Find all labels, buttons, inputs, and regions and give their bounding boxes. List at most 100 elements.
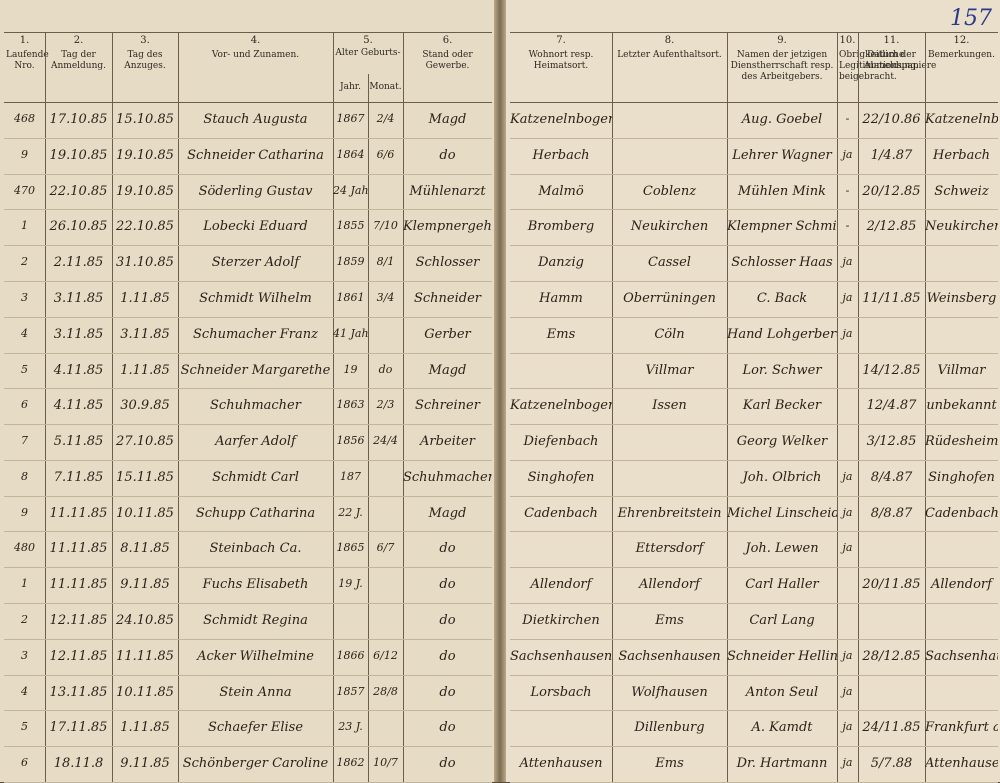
- row-rule: [4, 459, 492, 461]
- row-rule: [4, 603, 492, 605]
- row-rule: [4, 316, 492, 318]
- entry-jahr: 24 Jahre: [333, 183, 368, 197]
- row-rule: [4, 567, 492, 569]
- entry-abmeldung: 24/11.85: [862, 720, 921, 736]
- row-rule: [4, 280, 492, 282]
- entry-stand: do: [439, 648, 456, 664]
- entry-name: Schneider Margarethe: [180, 362, 331, 378]
- entry-obrig: ja: [842, 290, 853, 304]
- entry-abmeldung: 8/8.87: [870, 505, 913, 521]
- entry-wohnort: Katzenelnbogen: [510, 112, 612, 127]
- entry-name: Sterzer Adolf: [211, 255, 300, 271]
- column-label: Letzter Aufenthaltsort.: [617, 50, 722, 60]
- entry-bemerkung: Frankfurt a/M: [925, 720, 998, 736]
- entry-nr: 8: [21, 469, 28, 483]
- entry-dienst: Schneider Helling: [727, 648, 837, 664]
- entry-bemerkung: Rüdesheim: [925, 434, 998, 450]
- entry-anzug: 22.10.85: [116, 219, 174, 235]
- entry-aufenthalt: Neukirchen: [630, 219, 709, 235]
- entry-obrig: ja: [842, 541, 853, 555]
- entry-anzug: 15.11.85: [116, 469, 174, 485]
- entry-stand: Schuhmacher: [403, 469, 492, 485]
- entry-nr: 468: [14, 112, 35, 125]
- column-number: 10.: [839, 35, 856, 46]
- column-label: Laufende Nro.: [6, 50, 49, 71]
- gutter: [494, 0, 506, 782]
- entry-anmeldung: 3.11.85: [53, 290, 104, 306]
- entry-nr: 6: [21, 398, 28, 412]
- entry-stand: do: [439, 720, 456, 736]
- row-rule: [510, 388, 998, 390]
- entry-abmeldung: 3/12.85: [866, 434, 917, 450]
- column-rule: [403, 32, 404, 782]
- entry-stand: Gerber: [424, 326, 471, 342]
- entry-wohnort: Bromberg: [527, 219, 595, 235]
- entry-dienst: A. Kamdt: [751, 720, 813, 736]
- entry-jahr: 187: [340, 469, 361, 483]
- entry-anzug: 10.11.85: [116, 505, 174, 521]
- entry-monat: 6/6: [376, 147, 395, 161]
- row-rule: [510, 459, 998, 461]
- row-rule: [4, 209, 492, 211]
- row-rule: [4, 424, 492, 426]
- entry-stand: do: [439, 613, 456, 629]
- entry-jahr: 1863: [336, 398, 365, 412]
- entry-anzug: 1.11.85: [120, 720, 170, 736]
- column-rule: [112, 32, 113, 782]
- entry-stand: Schneider: [413, 290, 481, 306]
- entry-anzug: 1.11.85: [120, 362, 170, 378]
- entry-aufenthalt: Cöln: [654, 326, 685, 342]
- entry-obrig: -: [845, 112, 850, 125]
- entry-wohnort: Herbach: [532, 147, 590, 163]
- entry-jahr: 1859: [336, 255, 365, 269]
- entry-obrig: ja: [842, 326, 853, 340]
- column-label: Datum der Abmeldung.: [864, 50, 919, 71]
- entry-monat: 6/7: [376, 541, 395, 555]
- column-rule: [837, 32, 838, 782]
- column-label: Wohnort resp. Heimatsort.: [528, 50, 594, 71]
- entry-name: Söderling Gustav: [198, 183, 313, 199]
- column-number: 7.: [556, 35, 566, 46]
- entry-name: Schupp Catharina: [195, 505, 316, 521]
- entry-dienst: Aug. Goebel: [741, 112, 823, 127]
- column-rule: [858, 32, 859, 782]
- entry-monat: 7/10: [373, 219, 398, 233]
- entry-wohnort: Malmö: [538, 183, 584, 199]
- column-number: 8.: [664, 35, 675, 46]
- entry-obrig: ja: [842, 505, 853, 519]
- entry-obrig: -: [845, 183, 850, 197]
- entry-anzug: 30.9.85: [120, 398, 170, 414]
- column-rule: [45, 32, 46, 782]
- entry-aufenthalt: Cassel: [648, 255, 691, 271]
- entry-nr: 1: [21, 219, 28, 233]
- entry-jahr: 22 J.: [338, 505, 363, 519]
- entry-anmeldung: 22.10.85: [49, 183, 108, 199]
- entry-jahr: 1861: [336, 290, 365, 304]
- entry-obrig: ja: [842, 469, 853, 483]
- entry-anmeldung: 7.11.85: [53, 469, 104, 485]
- entry-nr: 9: [21, 147, 28, 161]
- entry-abmeldung: 20/12.85: [862, 183, 921, 199]
- entry-jahr: 1856: [336, 434, 365, 448]
- entry-anmeldung: 5.11.85: [53, 434, 104, 450]
- entry-nr: 3: [21, 290, 28, 304]
- column-sublabel: Monat.: [369, 82, 402, 92]
- row-rule: [4, 352, 492, 354]
- entry-name: Schmidt Regina: [203, 613, 308, 629]
- entry-abmeldung: 28/12.85: [862, 648, 921, 664]
- entry-monat: 2/3: [376, 398, 395, 412]
- column-label: Bemerkungen.: [928, 50, 995, 60]
- entry-monat: 6/12: [373, 648, 398, 662]
- row-rule: [4, 495, 492, 497]
- entry-stand: Magd: [428, 362, 467, 378]
- entry-anmeldung: 3.11.85: [53, 326, 104, 342]
- row-rule: [510, 710, 998, 712]
- row-rule: [510, 209, 998, 211]
- entry-jahr: 1867: [336, 112, 365, 125]
- row-rule: [510, 352, 998, 354]
- column-number: 9.: [777, 35, 787, 46]
- entry-aufenthalt: Oberrüningen: [623, 290, 716, 306]
- entry-dienst: Mühlen Mink: [737, 183, 827, 199]
- entry-abmeldung: 1/4.87: [870, 147, 913, 163]
- column-rule: [925, 32, 926, 782]
